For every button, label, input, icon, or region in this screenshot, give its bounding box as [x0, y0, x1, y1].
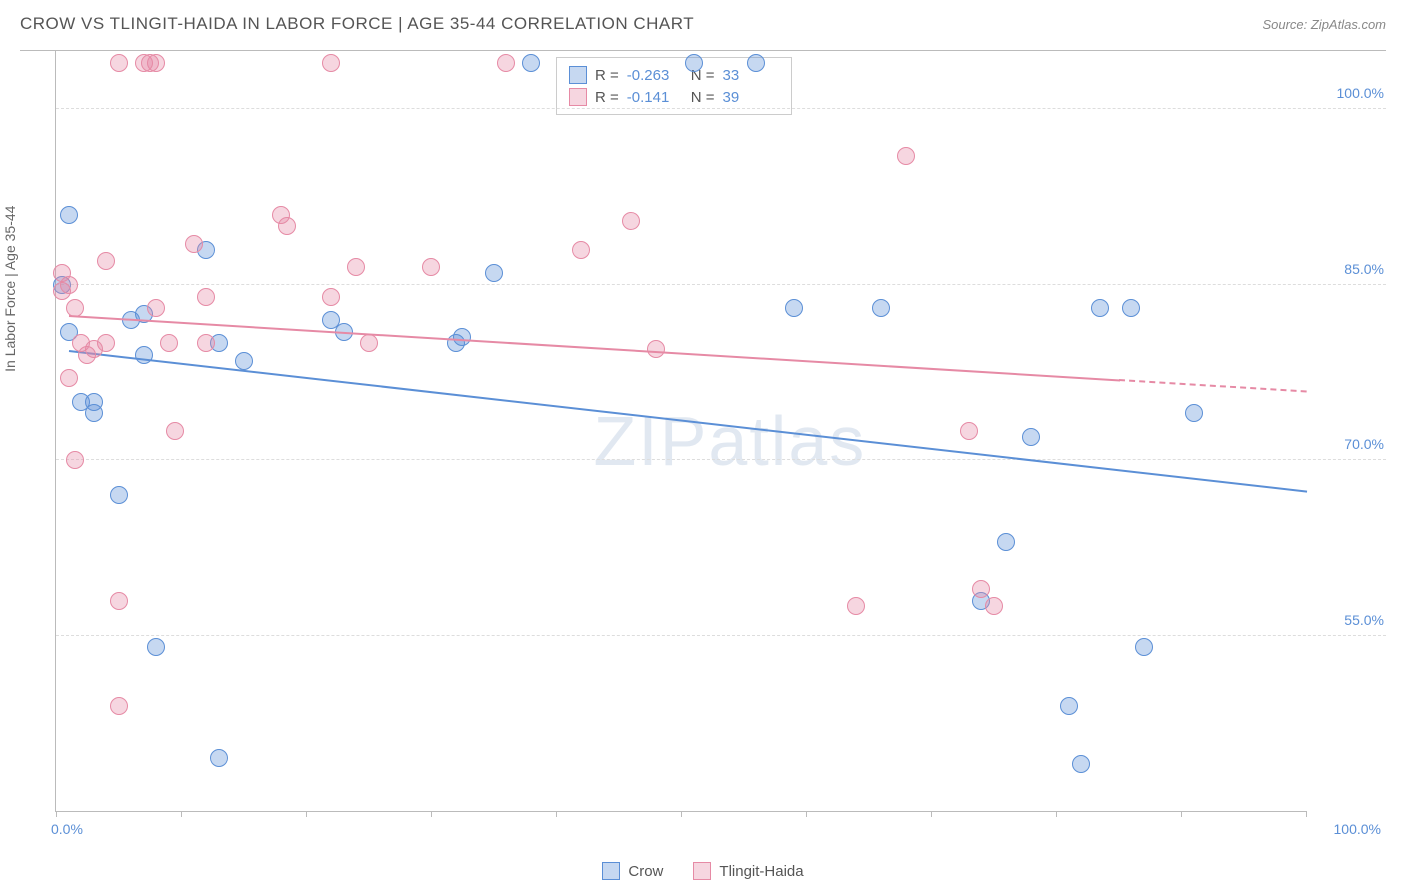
stats-n-value: 39	[723, 89, 779, 106]
trend-line	[1119, 379, 1307, 393]
stats-row: R =-0.263N =33	[569, 64, 779, 86]
gridline	[56, 459, 1386, 460]
legend-label: Tlingit-Haida	[719, 863, 803, 880]
scatter-point	[197, 288, 215, 306]
y-tick-label: 85.0%	[1344, 261, 1384, 277]
trend-line	[68, 350, 1307, 493]
y-tick-label: 70.0%	[1344, 436, 1384, 452]
legend-item: Tlingit-Haida	[693, 862, 803, 880]
scatter-point	[197, 334, 215, 352]
scatter-point	[622, 212, 640, 230]
scatter-point	[685, 54, 703, 72]
scatter-point	[647, 340, 665, 358]
stats-r-value: -0.141	[627, 89, 683, 106]
scatter-point	[110, 54, 128, 72]
x-tick	[931, 811, 932, 817]
scatter-point	[160, 334, 178, 352]
scatter-point	[960, 422, 978, 440]
series-swatch	[569, 88, 587, 106]
legend-swatch	[602, 862, 620, 880]
scatter-point	[985, 597, 1003, 615]
scatter-point	[572, 241, 590, 259]
scatter-point	[147, 54, 165, 72]
scatter-point	[110, 592, 128, 610]
legend-label: Crow	[628, 863, 663, 880]
scatter-point	[1135, 638, 1153, 656]
scatter-point	[747, 54, 765, 72]
scatter-point	[85, 404, 103, 422]
x-tick	[56, 811, 57, 817]
x-tick	[681, 811, 682, 817]
gridline	[56, 635, 1386, 636]
scatter-point	[1060, 697, 1078, 715]
gridline	[56, 284, 1386, 285]
scatter-point	[110, 697, 128, 715]
scatter-point	[1122, 299, 1140, 317]
scatter-point	[97, 334, 115, 352]
scatter-point	[60, 206, 78, 224]
x-tick	[1181, 811, 1182, 817]
scatter-point	[785, 299, 803, 317]
scatter-point	[322, 54, 340, 72]
scatter-point	[110, 486, 128, 504]
page-title: CROW VS TLINGIT-HAIDA IN LABOR FORCE | A…	[20, 14, 694, 34]
x-tick	[1306, 811, 1307, 817]
legend-swatch	[693, 862, 711, 880]
scatter-point	[97, 252, 115, 270]
x-tick	[306, 811, 307, 817]
x-tick	[806, 811, 807, 817]
y-tick-label: 55.0%	[1344, 612, 1384, 628]
scatter-point	[1185, 404, 1203, 422]
scatter-point	[278, 217, 296, 235]
header: CROW VS TLINGIT-HAIDA IN LABOR FORCE | A…	[0, 0, 1406, 44]
scatter-point	[497, 54, 515, 72]
scatter-point	[235, 352, 253, 370]
stats-r-label: R =	[595, 67, 619, 84]
scatter-point	[485, 264, 503, 282]
x-axis-label: 100.0%	[1334, 821, 1381, 837]
scatter-point	[997, 533, 1015, 551]
stats-n-label: N =	[691, 89, 715, 106]
scatter-point	[347, 258, 365, 276]
gridline	[56, 108, 1386, 109]
scatter-point	[522, 54, 540, 72]
stats-r-value: -0.263	[627, 67, 683, 84]
scatter-point	[66, 451, 84, 469]
x-tick	[1056, 811, 1057, 817]
scatter-point	[1091, 299, 1109, 317]
scatter-point	[185, 235, 203, 253]
legend-item: Crow	[602, 862, 663, 880]
scatter-point	[147, 299, 165, 317]
y-axis-label: In Labor Force | Age 35-44	[2, 205, 18, 371]
plot-area: ZIPatlas R =-0.263N =33R =-0.141N =39 55…	[55, 51, 1306, 812]
x-axis-label: 0.0%	[51, 821, 83, 837]
y-tick-label: 100.0%	[1337, 85, 1384, 101]
stats-row: R = -0.141 N = 39	[569, 86, 779, 108]
stats-r-label: R =	[595, 89, 619, 106]
series-swatch	[569, 66, 587, 84]
scatter-point	[972, 580, 990, 598]
x-tick	[556, 811, 557, 817]
scatter-point	[897, 147, 915, 165]
source-label: Source: ZipAtlas.com	[1262, 17, 1386, 32]
correlation-chart: In Labor Force | Age 35-44 ZIPatlas R =-…	[20, 50, 1386, 842]
scatter-point	[1022, 428, 1040, 446]
x-tick	[431, 811, 432, 817]
scatter-point	[60, 276, 78, 294]
scatter-point	[166, 422, 184, 440]
scatter-point	[1072, 755, 1090, 773]
legend: Crow Tlingit-Haida	[0, 862, 1406, 880]
scatter-point	[210, 749, 228, 767]
x-tick	[181, 811, 182, 817]
scatter-point	[847, 597, 865, 615]
scatter-point	[453, 328, 471, 346]
scatter-point	[422, 258, 440, 276]
watermark: ZIPatlas	[594, 401, 867, 481]
scatter-point	[872, 299, 890, 317]
scatter-point	[360, 334, 378, 352]
scatter-point	[322, 288, 340, 306]
scatter-point	[147, 638, 165, 656]
scatter-point	[60, 369, 78, 387]
